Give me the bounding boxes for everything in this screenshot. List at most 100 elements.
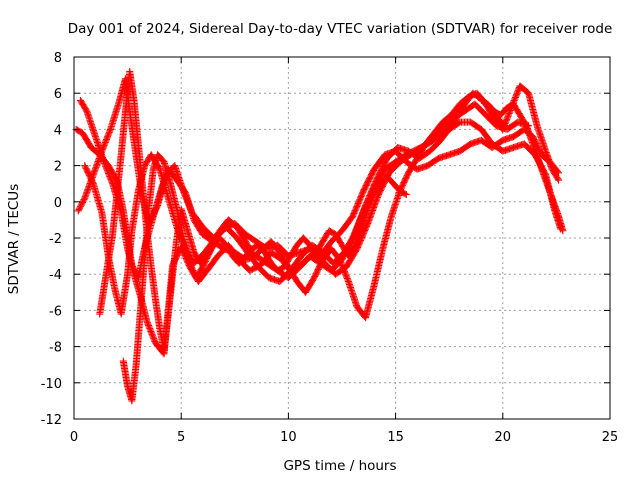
data-point: [187, 206, 195, 214]
data-point: [182, 194, 190, 202]
data-point: [503, 115, 511, 123]
y-axis-label: SDTVAR / TECUs: [6, 184, 22, 294]
data-point: [180, 190, 188, 198]
data-point: [502, 117, 510, 125]
data-point: [369, 193, 377, 201]
data-point: [143, 317, 151, 325]
data-point: [184, 200, 192, 208]
data-point: [186, 204, 194, 212]
data-point: [511, 94, 519, 102]
data-point: [184, 199, 192, 207]
y-tick-label: 6: [54, 87, 62, 102]
data-point: [106, 174, 114, 182]
data-point: [147, 327, 155, 335]
data-point: [106, 172, 114, 180]
data-point: [105, 130, 113, 138]
data-point: [179, 187, 187, 195]
data-point: [181, 191, 189, 199]
data-point: [103, 167, 111, 175]
data-point: [180, 188, 188, 196]
data-point: [368, 196, 376, 204]
data-point: [149, 333, 157, 341]
data-point: [104, 131, 112, 139]
data-point: [342, 272, 350, 280]
y-tick-label: 2: [54, 160, 62, 175]
data-point: [513, 89, 521, 97]
data-point: [340, 266, 348, 274]
data-point: [367, 198, 375, 206]
data-point: [513, 91, 521, 99]
chart-title: Day 001 of 2024, Sidereal Day-to-day VTE…: [68, 21, 613, 37]
data-point: [150, 335, 158, 343]
data-point: [186, 203, 194, 211]
data-point: [101, 138, 109, 146]
y-tick-label: 4: [54, 123, 62, 138]
data-point: [149, 332, 157, 340]
y-axis-tick-labels: -12 -10 -8 -6 -4 -2 0 2 4 6 8: [41, 51, 62, 428]
y-tick-label: -10: [41, 377, 62, 392]
data-point: [104, 168, 112, 176]
data-point: [89, 178, 97, 186]
data-point: [186, 261, 194, 269]
data-point: [501, 120, 509, 128]
data-point: [103, 165, 111, 173]
data-point: [503, 114, 511, 122]
data-point: [499, 124, 507, 132]
data-point: [555, 176, 563, 184]
data-point: [401, 190, 409, 198]
data-point: [554, 175, 562, 183]
data-point: [105, 170, 113, 178]
data-point: [368, 195, 376, 203]
plot-area: [72, 67, 567, 405]
data-point: [182, 193, 190, 201]
data-point: [559, 227, 567, 235]
y-tick-label: -4: [49, 268, 62, 283]
data-point: [146, 325, 154, 332]
data-point: [104, 133, 112, 141]
data-point: [148, 330, 156, 338]
data-point: [106, 127, 114, 135]
data-point: [366, 199, 374, 207]
data-point: [337, 259, 345, 267]
data-point: [105, 171, 113, 179]
data-point: [499, 125, 507, 133]
data-point: [153, 203, 161, 211]
data-point: [506, 107, 514, 115]
data-point: [144, 320, 152, 328]
x-tick-label: 15: [387, 430, 404, 445]
data-point: [402, 191, 410, 199]
x-axis-label: GPS time / hours: [283, 458, 396, 474]
data-point: [101, 161, 109, 169]
data-point: [366, 201, 374, 209]
data-point: [189, 267, 197, 275]
data-point: [336, 257, 344, 265]
data-point: [102, 136, 110, 144]
data-point: [339, 264, 347, 272]
data-point: [340, 267, 348, 275]
data-point: [511, 95, 519, 103]
y-tick-label: 8: [54, 51, 62, 66]
data-point: [150, 336, 158, 344]
series-trace-6: [96, 67, 410, 354]
data-point: [343, 273, 351, 281]
data-point: [102, 164, 110, 172]
data-point: [342, 270, 350, 278]
data-point: [364, 204, 372, 212]
y-tick-label: -12: [41, 413, 62, 428]
data-point: [512, 92, 520, 100]
data-point: [505, 111, 513, 119]
y-tick-label: 0: [54, 196, 62, 211]
data-point: [514, 88, 522, 96]
data-point: [338, 260, 346, 268]
data-point: [188, 264, 196, 272]
y-tick-label: -2: [49, 232, 62, 247]
data-point: [343, 275, 351, 283]
data-point: [102, 137, 110, 145]
y-tick-label: -6: [49, 304, 62, 319]
data-point: [500, 123, 508, 131]
data-point: [344, 276, 352, 284]
data-point: [143, 319, 151, 327]
x-tick-label: 5: [177, 430, 185, 445]
data-point: [502, 118, 510, 126]
